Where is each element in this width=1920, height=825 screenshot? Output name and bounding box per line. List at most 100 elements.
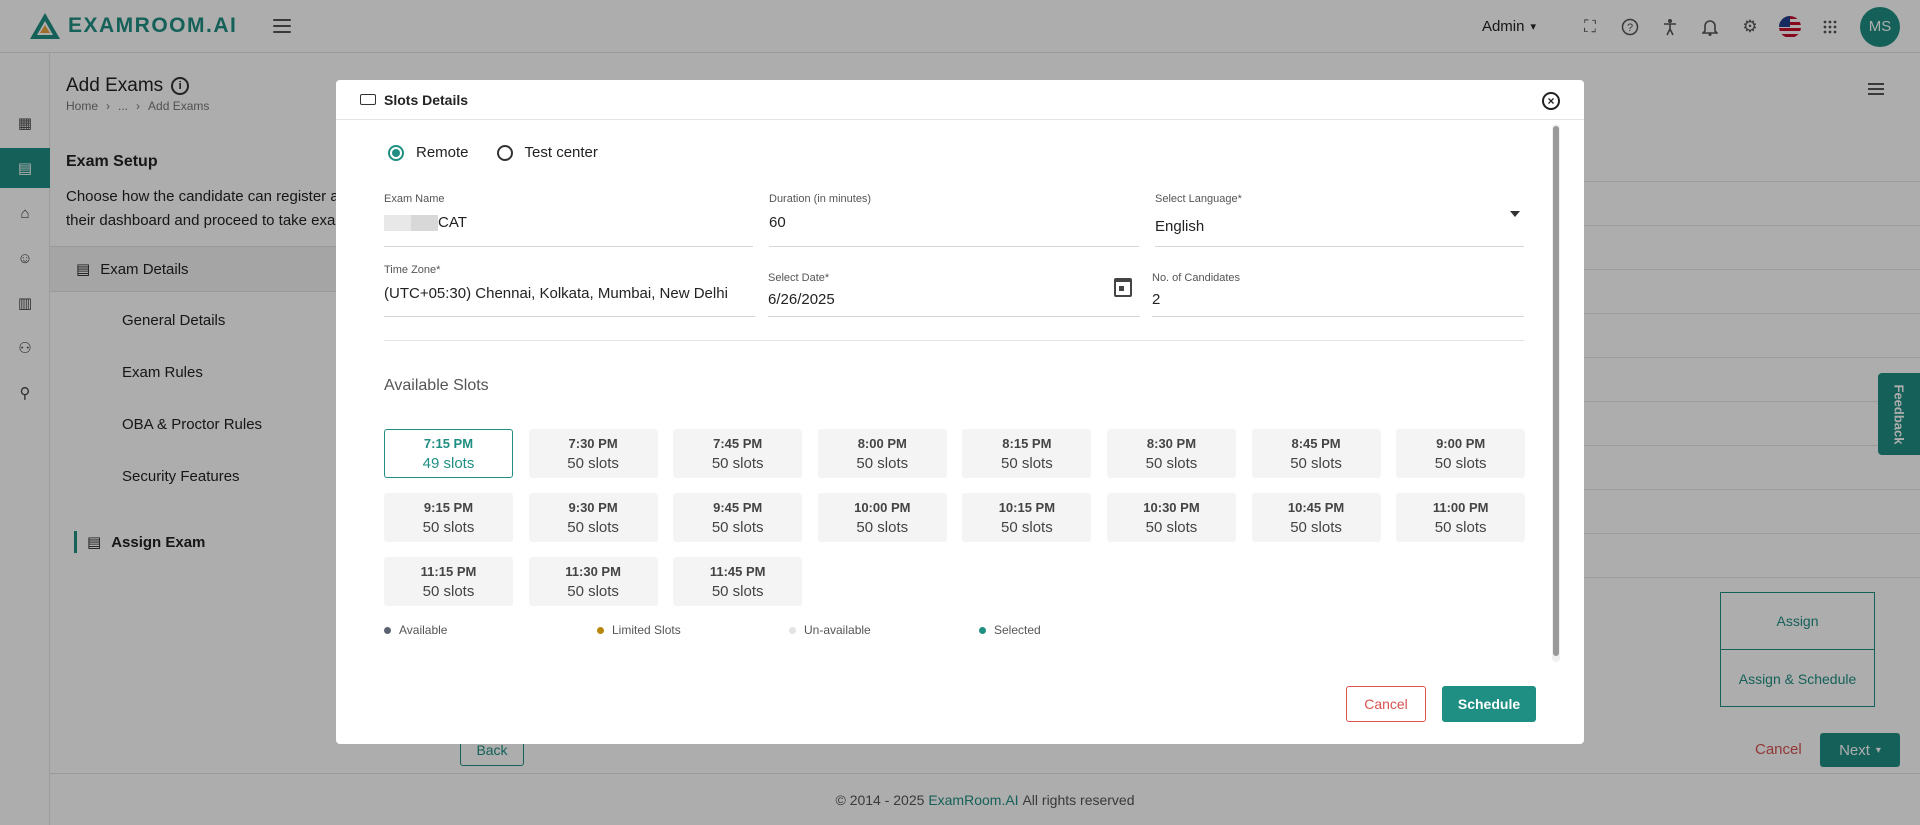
legend-item: Un-available (789, 623, 979, 637)
footer-brand-link[interactable]: ExamRoom.AI (928, 791, 1019, 808)
slot-option[interactable]: 10:30 PM 50 slots (1106, 493, 1236, 542)
exam-details-label: Exam Details (100, 260, 189, 278)
exam-name-value: CAT (438, 214, 467, 231)
legend-item: Selected (979, 623, 1099, 637)
test-center-radio[interactable] (496, 144, 513, 161)
profile-icon[interactable]: ⚲ (19, 385, 31, 402)
slot-option[interactable]: 10:00 PM 50 slots (817, 493, 947, 542)
legend-label: Limited Slots (612, 623, 681, 637)
slot-option[interactable]: 11:00 PM 50 slots (1396, 493, 1526, 542)
slot-option[interactable]: 11:45 PM 50 slots (673, 557, 803, 606)
legend-item: Limited Slots (597, 623, 789, 637)
nav-general-details[interactable]: General Details (122, 312, 226, 329)
page-title: Add Exams i (66, 75, 190, 97)
modal-header: Slots Details (336, 80, 1584, 120)
list-view-icon[interactable] (1868, 83, 1884, 95)
slot-time: 9:30 PM (568, 499, 618, 515)
close-icon[interactable]: × (1542, 92, 1560, 110)
ticket-icon (360, 94, 376, 105)
remote-radio[interactable] (388, 144, 404, 161)
fullscreen-icon[interactable]: ⛶ (1584, 16, 1596, 36)
exam-name-label: Exam Name (384, 193, 445, 205)
slot-option[interactable]: 8:45 PM 50 slots (1251, 429, 1381, 478)
help-icon[interactable]: ? (1610, 7, 1650, 47)
test-center-radio-label[interactable]: Test center (524, 144, 598, 161)
modal-scrollbar[interactable] (1552, 124, 1560, 662)
gear-icon[interactable]: ⚙ (1742, 16, 1758, 36)
slots-details-modal: Slots Details × Remote Test center Exam … (336, 80, 1584, 744)
date-field[interactable]: Select Date* 6/26/2025 (768, 272, 1140, 317)
user-menu[interactable]: Admin ▾ (1482, 18, 1536, 35)
breadcrumb-home[interactable]: Home (66, 99, 99, 113)
duration-field[interactable]: Duration (in minutes) 60 (769, 193, 1139, 247)
exam-name-field[interactable]: Exam Name CAT (384, 193, 753, 247)
cancel-button[interactable]: Cancel (1346, 686, 1426, 722)
slot-option[interactable]: 9:30 PM 50 slots (528, 493, 658, 542)
apps-grid-icon[interactable] (1810, 7, 1850, 47)
assign-schedule-option[interactable]: Assign & Schedule (1738, 670, 1857, 687)
slot-option[interactable]: 10:45 PM 50 slots (1251, 493, 1381, 542)
brand-logo[interactable]: EXAMROOM.AI (28, 11, 237, 41)
feedback-tab[interactable]: Feedback (1878, 373, 1920, 455)
dashboard-icon[interactable]: ▦ (17, 115, 33, 132)
slot-option[interactable]: 7:45 PM 50 slots (673, 429, 803, 478)
next-label: Next (1839, 741, 1870, 759)
slot-count: 50 slots (856, 518, 909, 536)
nav-assign-exam[interactable]: ▤ Assign Exam (74, 531, 205, 553)
time-zone-field[interactable]: Time Zone* (UTC+05:30) Chennai, Kolkata,… (384, 264, 755, 317)
calendar-icon[interactable] (1114, 278, 1132, 297)
institution-icon[interactable]: ⌂ (20, 204, 30, 222)
schedule-button[interactable]: Schedule (1442, 686, 1536, 722)
nav-exam-rules[interactable]: Exam Rules (122, 364, 203, 381)
users-icon[interactable]: ☺ (17, 249, 33, 267)
dropdown-caret-icon (1510, 211, 1520, 217)
slot-option[interactable]: 7:30 PM 50 slots (528, 429, 658, 478)
exams-icon[interactable]: ▤ (0, 148, 50, 188)
avatar[interactable]: MS (1860, 6, 1900, 47)
nav-oba-proctor-rules[interactable]: OBA & Proctor Rules (122, 416, 263, 433)
assign-option[interactable]: Assign (1721, 593, 1874, 650)
slot-time: 11:45 PM (709, 563, 766, 579)
slot-option[interactable]: 11:15 PM 50 slots (384, 557, 513, 606)
nav-security-features[interactable]: Security Features (122, 468, 240, 485)
menu-toggle-icon[interactable] (273, 19, 292, 33)
footer-prefix: © 2014 - 2025 (835, 791, 925, 808)
candidates-field[interactable]: No. of Candidates 2 (1152, 272, 1524, 317)
divider (384, 340, 1524, 341)
slot-count: 50 slots (1434, 518, 1487, 536)
remote-radio-label[interactable]: Remote (416, 144, 469, 161)
breadcrumb: Home › ... › Add Exams (66, 99, 210, 113)
exam-details-header[interactable]: ▤ Exam Details (50, 246, 350, 292)
setup-title: Exam Setup (66, 153, 158, 170)
slot-count: 50 slots (711, 518, 764, 536)
slot-option[interactable]: 9:15 PM 50 slots (384, 493, 513, 542)
setup-description: Choose how the candidate can register an… (66, 188, 356, 229)
reports-icon[interactable]: ▥ (17, 295, 33, 312)
slot-time: 8:30 PM (1146, 435, 1197, 451)
slot-count: 50 slots (1001, 518, 1053, 536)
language-flag-icon[interactable] (1770, 7, 1810, 47)
slot-option[interactable]: 10:15 PM 50 slots (962, 493, 1092, 542)
slot-option[interactable]: 9:00 PM 50 slots (1396, 429, 1526, 478)
breadcrumb-ellipsis[interactable]: ... (118, 99, 129, 113)
slot-option[interactable]: 9:45 PM 50 slots (673, 493, 803, 542)
bell-icon[interactable] (1690, 7, 1730, 47)
slot-count: 50 slots (711, 454, 764, 472)
language-select[interactable]: Select Language* English (1155, 193, 1524, 247)
slot-option[interactable]: 7:15 PM 49 slots (384, 429, 513, 478)
duration-value: 60 (769, 214, 786, 231)
page-cancel-button[interactable]: Cancel (1755, 741, 1802, 758)
slot-grid: 7:15 PM 49 slots 7:30 PM 50 slots 7:45 PM 50 … (384, 429, 1526, 606)
slot-option[interactable]: 8:15 PM 50 slots (962, 429, 1092, 478)
info-icon[interactable]: i (171, 77, 190, 95)
page-title-text: Add Exams (66, 75, 164, 96)
legend-label: Selected (994, 623, 1041, 637)
slot-option[interactable]: 11:30 PM 50 slots (528, 557, 658, 606)
next-button[interactable]: Next ▾ (1820, 733, 1900, 767)
slot-count: 50 slots (1001, 454, 1053, 472)
slot-option[interactable]: 8:00 PM 50 slots (817, 429, 947, 478)
accessibility-icon[interactable] (1650, 7, 1690, 47)
slot-time: 7:45 PM (713, 435, 763, 451)
slot-option[interactable]: 8:30 PM 50 slots (1106, 429, 1236, 478)
user-settings-icon[interactable]: ⚇ (18, 340, 32, 357)
